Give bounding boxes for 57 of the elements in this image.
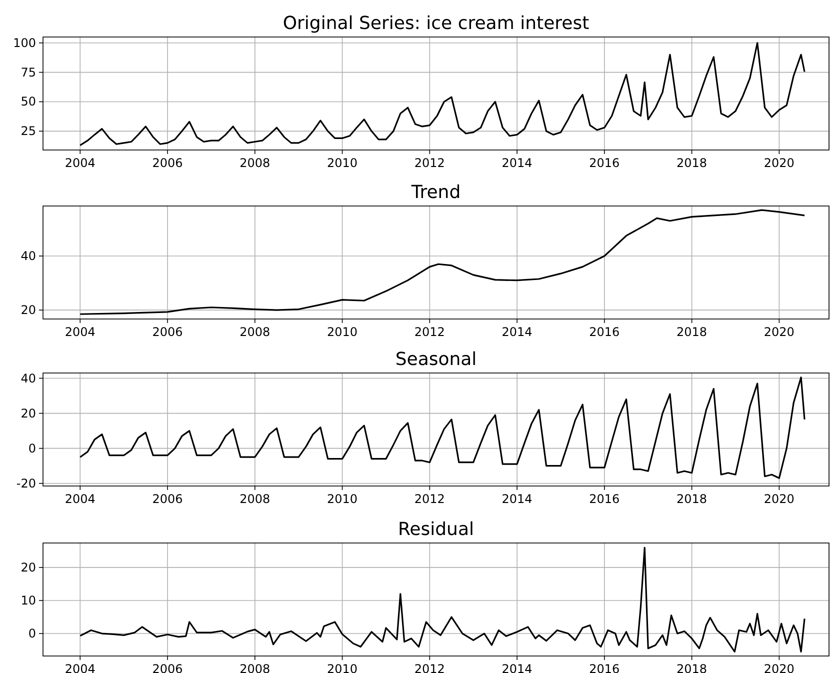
x-tick-label: 2014 <box>502 662 532 673</box>
line-series <box>79 376 806 479</box>
y-tick-label: 20 <box>20 560 36 574</box>
line-series <box>79 209 806 315</box>
x-tick-label: 2018 <box>676 156 708 170</box>
x-tick-label: 2014 <box>502 156 532 170</box>
y-tick-label: 0 <box>28 626 36 641</box>
x-tick-label: 2016 <box>589 662 620 673</box>
y-tick-label: 20 <box>20 303 36 318</box>
x-tick-label: 2012 <box>414 156 445 170</box>
x-tick-label: 2004 <box>64 156 96 170</box>
y-tick-label: 100 <box>13 36 36 50</box>
x-tick-label: 2010 <box>327 662 358 673</box>
x-tick-label: 2012 <box>414 325 445 339</box>
y-tick-label: 50 <box>20 94 36 109</box>
x-tick-label: 2016 <box>589 492 620 506</box>
x-tick-label: 2004 <box>64 492 96 506</box>
x-tick-label: 2010 <box>327 492 358 506</box>
x-tick-label: 2010 <box>327 325 358 339</box>
x-tick-label: 2006 <box>152 156 183 170</box>
x-tick-label: 2008 <box>240 156 270 170</box>
x-tick-label: 2020 <box>764 662 794 673</box>
x-tick-label: 2018 <box>676 662 708 673</box>
y-tick-label: 0 <box>28 441 36 456</box>
chart-title: Residual <box>398 519 474 540</box>
y-tick-label: 10 <box>20 593 36 608</box>
x-tick-label: 2006 <box>152 325 183 339</box>
x-tick-label: 2020 <box>764 325 794 339</box>
y-tick-label: -20 <box>16 476 36 490</box>
x-tick-label: 2004 <box>64 662 96 673</box>
x-tick-label: 2014 <box>502 492 532 506</box>
x-tick-label: 2020 <box>764 492 794 506</box>
x-tick-label: 2006 <box>152 492 183 506</box>
chart-title: Seasonal <box>395 349 477 370</box>
x-tick-label: 2008 <box>240 325 270 339</box>
x-tick-label: 2014 <box>502 325 532 339</box>
x-tick-label: 2018 <box>676 325 708 339</box>
x-tick-label: 2018 <box>676 492 708 506</box>
chart-title: Original Series: ice cream interest <box>282 13 590 34</box>
y-tick-label: 25 <box>20 124 36 138</box>
x-tick-label: 2004 <box>64 325 96 339</box>
x-tick-label: 2008 <box>240 662 270 673</box>
y-tick-label: 40 <box>20 249 36 264</box>
x-tick-label: 2006 <box>152 662 183 673</box>
x-tick-label: 2012 <box>414 492 445 506</box>
x-tick-label: 2020 <box>764 156 794 170</box>
x-tick-label: 2012 <box>414 662 445 673</box>
chart-title: Trend <box>410 182 461 203</box>
y-tick-label: 40 <box>20 371 36 386</box>
line-series <box>79 42 806 146</box>
x-tick-label: 2016 <box>589 156 620 170</box>
x-tick-label: 2016 <box>589 325 620 339</box>
y-tick-label: 20 <box>20 406 36 420</box>
x-tick-label: 2010 <box>327 156 358 170</box>
x-tick-label: 2008 <box>240 492 270 506</box>
y-tick-label: 75 <box>20 65 36 80</box>
line-series <box>79 546 806 653</box>
